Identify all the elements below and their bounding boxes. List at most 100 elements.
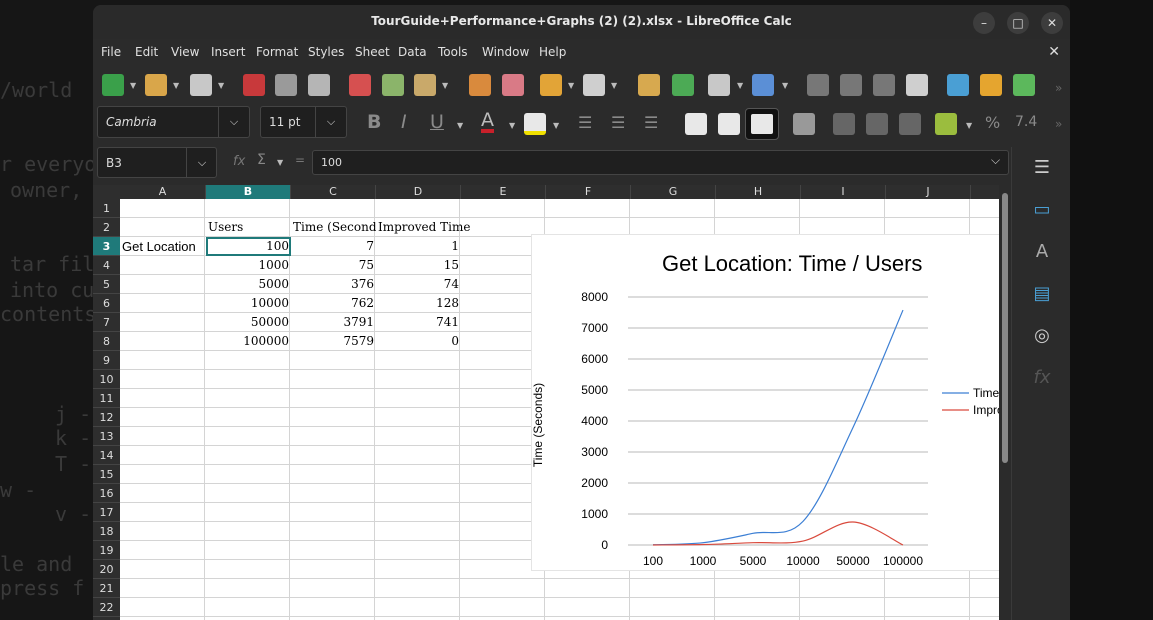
row-header-21[interactable]: 21 <box>93 579 120 598</box>
cut-icon[interactable] <box>349 74 371 96</box>
pivot-table-icon[interactable] <box>1013 74 1035 96</box>
row-header-22[interactable]: 22 <box>93 598 120 617</box>
sidebar-menu-icon[interactable]: ☰ <box>1033 157 1051 178</box>
function-wizard-icon[interactable]: fx <box>233 154 246 169</box>
font-color-icon[interactable]: A <box>481 109 494 133</box>
autofilter-icon[interactable] <box>906 74 928 96</box>
cell-b6[interactable]: 10000 <box>250 296 289 310</box>
column-header-g[interactable]: G <box>631 185 716 199</box>
row-header-18[interactable]: 18 <box>93 522 120 541</box>
undo-dropdown-icon[interactable]: ▼ <box>568 81 575 90</box>
formula-equals-icon[interactable]: = <box>295 153 306 167</box>
cell-b4[interactable]: 1000 <box>258 258 289 272</box>
column-dropdown-icon[interactable]: ▼ <box>782 81 789 90</box>
row-header-5[interactable]: 5 <box>93 275 120 294</box>
print-icon[interactable] <box>275 74 297 96</box>
copy-icon[interactable] <box>382 74 404 96</box>
align-middle-icon[interactable] <box>718 113 740 135</box>
cell-c8[interactable]: 7579 <box>343 334 374 348</box>
clear-formatting-icon[interactable] <box>502 74 524 96</box>
more-toolbar-icon[interactable]: » <box>1055 81 1063 95</box>
menu-format[interactable]: Format <box>256 45 299 59</box>
vertical-scrollbar-thumb[interactable] <box>1002 193 1008 463</box>
merge-center-icon[interactable] <box>866 113 888 135</box>
row-header-7[interactable]: 7 <box>93 313 120 332</box>
close-document-icon[interactable]: ✕ <box>1048 44 1060 60</box>
cell-d6[interactable]: 128 <box>436 296 459 310</box>
cell-d8[interactable]: 0 <box>451 334 459 348</box>
gallery-icon[interactable]: ▤ <box>1033 283 1051 304</box>
row-header-13[interactable]: 13 <box>93 427 120 446</box>
cell-a3[interactable]: Get Location <box>122 239 196 254</box>
row-header-4[interactable]: 4 <box>93 256 120 275</box>
row-header-11[interactable]: 11 <box>93 389 120 408</box>
font-name-box[interactable]: Cambria ⌵ <box>97 106 250 138</box>
functions-icon[interactable]: fx <box>1033 367 1051 388</box>
cell-d3[interactable]: 1 <box>451 239 459 253</box>
menu-edit[interactable]: Edit <box>135 45 159 59</box>
row-header-20[interactable]: 20 <box>93 560 120 579</box>
cell-b3[interactable]: 100 <box>266 239 289 253</box>
navigator-icon[interactable]: ◎ <box>1034 325 1050 346</box>
row-header-8[interactable]: 8 <box>93 332 120 351</box>
paste-dropdown-icon[interactable]: ▼ <box>442 81 449 90</box>
column-header-a[interactable]: A <box>120 185 206 199</box>
print-preview-icon[interactable] <box>308 74 330 96</box>
more-format-icon[interactable]: » <box>1055 117 1063 131</box>
currency-format-icon[interactable] <box>935 113 957 135</box>
align-left-icon[interactable]: ☰ <box>578 113 593 132</box>
number-format-icon[interactable]: 7.4 <box>1015 114 1038 130</box>
highlight-color-icon[interactable] <box>524 113 546 135</box>
spelling-icon[interactable] <box>672 74 694 96</box>
row-header-1[interactable]: 1 <box>93 199 120 218</box>
cell-d4[interactable]: 15 <box>443 258 459 272</box>
column-header-f[interactable]: F <box>546 185 631 199</box>
sort-descending-icon[interactable] <box>873 74 895 96</box>
font-size-chevron-down-icon[interactable]: ⌵ <box>315 107 346 137</box>
row-header-10[interactable]: 10 <box>93 370 120 389</box>
unmerge-icon[interactable] <box>899 113 921 135</box>
cells-area[interactable]: Users Time (Seconds) Improved Time Get L… <box>120 199 999 620</box>
column-header-j[interactable]: J <box>886 185 971 199</box>
row-header-16[interactable]: 16 <box>93 484 120 503</box>
save-dropdown-icon[interactable]: ▼ <box>218 81 225 90</box>
menu-view[interactable]: View <box>171 45 200 59</box>
cell-b8[interactable]: 100000 <box>243 334 289 348</box>
cell-c4[interactable]: 75 <box>358 258 374 272</box>
underline-icon[interactable]: U <box>430 111 444 133</box>
highlight-dropdown-icon[interactable]: ▼ <box>553 121 560 130</box>
row-header-2[interactable]: 2 <box>93 218 120 237</box>
align-bottom-button[interactable] <box>745 108 779 140</box>
wrap-text-icon[interactable] <box>793 113 815 135</box>
column-header-e[interactable]: E <box>461 185 546 199</box>
align-top-icon[interactable] <box>685 113 707 135</box>
minimize-button[interactable]: – <box>973 12 995 34</box>
sum-dropdown-icon[interactable]: ▼ <box>277 158 284 167</box>
row-header-3[interactable]: 3 <box>93 237 120 256</box>
find-replace-icon[interactable] <box>638 74 660 96</box>
menu-styles[interactable]: Styles <box>308 45 345 59</box>
cell-b5[interactable]: 5000 <box>258 277 289 291</box>
close-window-button[interactable]: ✕ <box>1041 12 1063 34</box>
bold-icon[interactable]: B <box>367 111 382 133</box>
open-folder-icon[interactable] <box>145 74 167 96</box>
sort-icon[interactable] <box>807 74 829 96</box>
redo-icon[interactable] <box>583 74 605 96</box>
menu-tools[interactable]: Tools <box>438 45 468 59</box>
new-dropdown-icon[interactable]: ▼ <box>130 81 137 90</box>
chart[interactable]: Get Location: Time / Users Time (Seconds… <box>531 234 999 571</box>
row-dropdown-icon[interactable]: ▼ <box>737 81 744 90</box>
menu-insert[interactable]: Insert <box>211 45 246 59</box>
menu-help[interactable]: Help <box>539 45 567 59</box>
column-header-i[interactable]: I <box>801 185 886 199</box>
column-header-d[interactable]: D <box>376 185 461 199</box>
menu-file[interactable]: File <box>101 45 122 59</box>
row-header-14[interactable]: 14 <box>93 446 120 465</box>
vertical-scrollbar[interactable] <box>999 185 1011 620</box>
cell-c2[interactable]: Time (Seconds) <box>293 220 376 234</box>
font-color-dropdown-icon[interactable]: ▼ <box>509 121 516 130</box>
column-icon[interactable] <box>752 74 774 96</box>
cell-d7[interactable]: 741 <box>436 315 459 329</box>
column-header-b[interactable]: B <box>206 185 291 199</box>
